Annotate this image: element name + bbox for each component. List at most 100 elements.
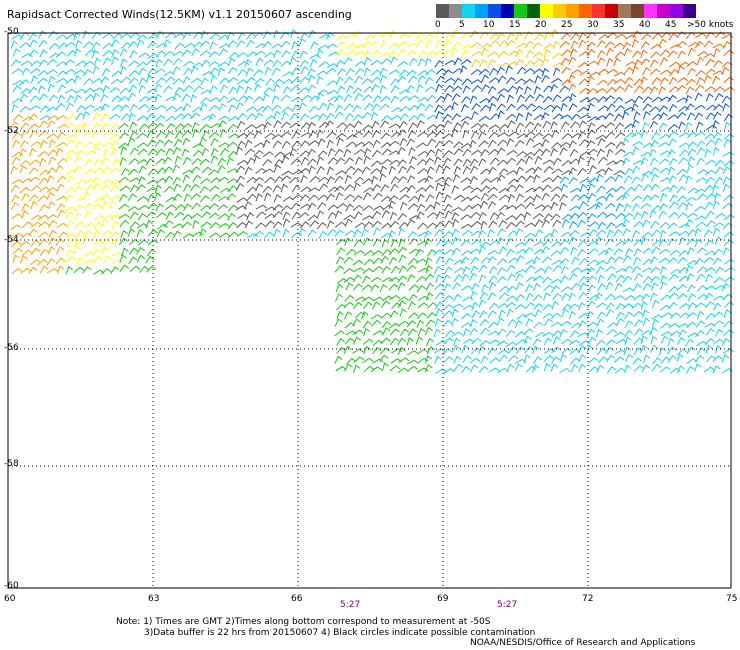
wind-barb	[434, 229, 444, 237]
wind-barb	[10, 194, 20, 203]
wind-barb	[218, 213, 230, 220]
wind-barb	[199, 50, 211, 57]
wind-barb	[488, 139, 497, 148]
wind-barb	[10, 184, 20, 193]
wind-barb	[721, 34, 734, 40]
wind-barb	[496, 147, 506, 156]
wind-barb	[685, 94, 693, 104]
wind-barb	[525, 284, 534, 293]
wind-barb	[694, 40, 704, 49]
wind-barb	[516, 313, 528, 320]
wind-barb	[488, 124, 500, 130]
wind-barb	[362, 141, 374, 148]
wind-barb	[569, 93, 577, 102]
wind-barb	[326, 166, 335, 175]
wind-barb	[362, 357, 374, 364]
wind-barb	[200, 177, 211, 185]
wind-barb	[344, 230, 356, 236]
wind-barb	[316, 222, 327, 230]
wind-barb	[570, 121, 580, 129]
wind-barb	[316, 156, 325, 165]
wind-barb	[687, 229, 697, 237]
wind-barb	[218, 48, 228, 57]
wind-barb	[453, 158, 463, 166]
wind-barb	[417, 302, 429, 309]
wind-barb	[208, 113, 217, 122]
wind-barb	[480, 178, 491, 185]
wind-barb	[307, 158, 317, 166]
wind-barb	[272, 204, 283, 211]
wind-barb	[524, 346, 534, 354]
wind-barb	[370, 276, 382, 283]
wind-barb	[651, 32, 663, 40]
wind-barb	[652, 357, 662, 365]
wind-barb	[371, 149, 382, 158]
wind-barb	[442, 182, 451, 192]
wind-barb	[514, 320, 523, 329]
wind-barb	[19, 106, 30, 113]
wind-barb	[335, 256, 345, 265]
wind-barb	[352, 318, 361, 327]
wind-barb	[667, 94, 678, 103]
wind-barb	[38, 221, 50, 227]
wind-barb	[524, 237, 535, 246]
wind-barb	[633, 95, 644, 104]
wind-barb	[551, 346, 562, 354]
wind-barb	[616, 194, 627, 201]
wind-barb	[64, 59, 75, 66]
wind-barb	[100, 76, 110, 85]
wind-barb	[487, 347, 497, 356]
wind-barb	[417, 150, 430, 157]
wind-barb	[623, 212, 634, 220]
wind-barb	[19, 140, 29, 149]
wind-barb	[460, 65, 468, 74]
wind-barb	[650, 275, 660, 284]
wind-barb	[192, 150, 203, 157]
wind-barb	[632, 141, 644, 147]
wind-barb	[11, 68, 23, 74]
wind-barb	[687, 47, 696, 56]
wind-barb	[559, 176, 570, 184]
wind-barb	[561, 303, 572, 311]
wind-barb	[354, 296, 367, 302]
wind-barb	[344, 294, 355, 302]
wind-barb	[381, 209, 391, 218]
wind-barb	[371, 319, 382, 327]
wind-barb	[55, 102, 66, 111]
wind-barb	[56, 77, 68, 84]
wind-barb	[379, 74, 388, 84]
wind-barb	[443, 176, 453, 185]
wind-barb	[236, 140, 246, 149]
wind-barb	[570, 69, 583, 75]
wind-barb	[570, 256, 580, 265]
wind-barb	[318, 183, 329, 191]
wind-barb	[606, 32, 618, 39]
wind-barb	[273, 228, 281, 238]
wind-barb	[83, 60, 95, 68]
wind-barb	[605, 339, 616, 346]
wind-barb	[461, 273, 470, 282]
wind-barb	[119, 132, 129, 140]
wind-barb	[703, 256, 715, 264]
wind-barb	[632, 310, 644, 318]
wind-barb	[650, 282, 659, 291]
wind-barb	[568, 230, 580, 237]
wind-barb	[524, 131, 536, 138]
wind-barb	[535, 331, 547, 338]
wind-barb	[596, 185, 606, 193]
wind-barb	[371, 210, 382, 219]
wind-barb	[588, 228, 598, 237]
wind-barb	[714, 344, 722, 354]
wind-barb	[650, 220, 660, 229]
wind-barb	[363, 49, 372, 59]
wind-barb	[236, 132, 249, 139]
wind-barb	[480, 220, 488, 230]
wind-barb	[182, 85, 193, 92]
wind-barb	[469, 95, 478, 104]
wind-barb	[147, 239, 159, 246]
wind-barb	[587, 192, 597, 201]
wind-barb	[615, 318, 625, 327]
wind-barb	[408, 293, 418, 302]
wind-barb	[381, 222, 392, 229]
wind-barb	[155, 77, 166, 85]
